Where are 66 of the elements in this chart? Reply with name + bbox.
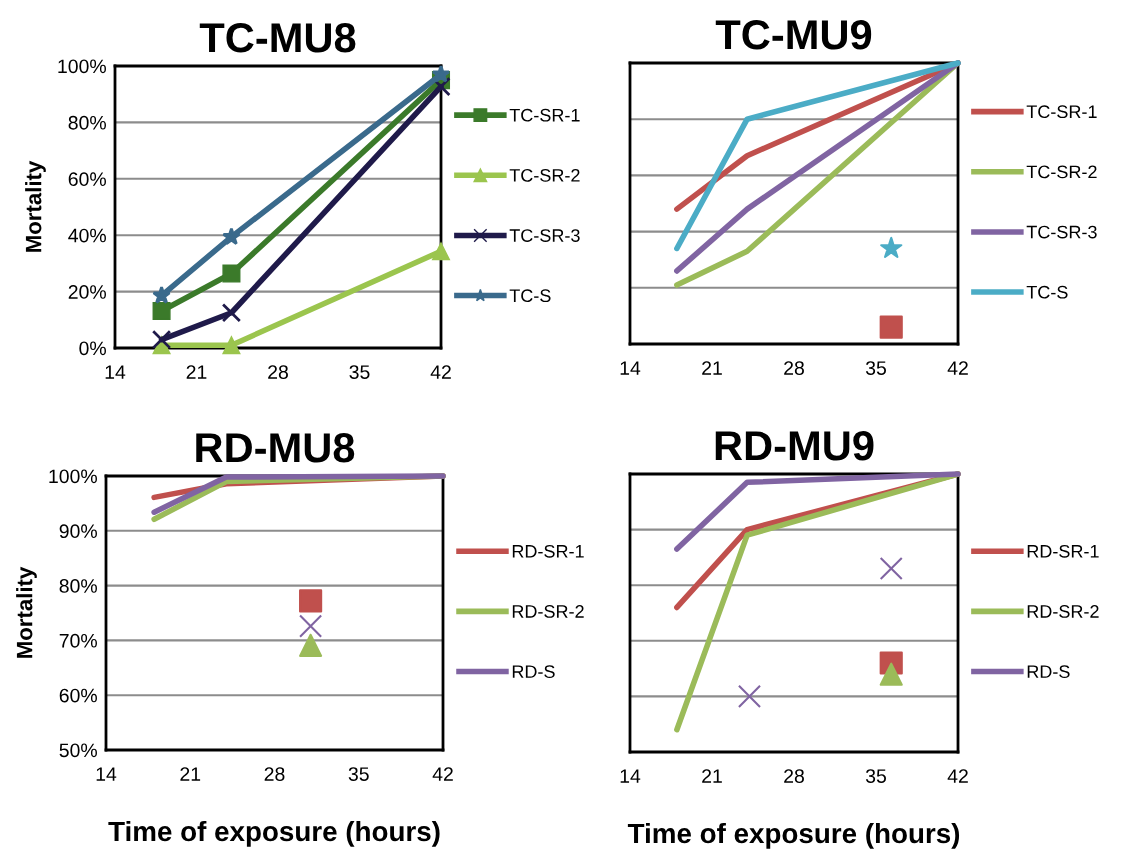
point [152, 302, 171, 321]
x-tick-label: 21 [180, 767, 201, 781]
point [222, 227, 241, 246]
legend-label: RD-SR-2 [512, 605, 584, 618]
y-tick-label: 20% [68, 285, 106, 299]
chart-title: RD-MU9 [715, 431, 874, 461]
legend-label: TC-SR-2 [1026, 165, 1097, 179]
y-tick-label: 100% [49, 469, 97, 484]
x-axis-title: Time of exposure (hours) [108, 820, 440, 847]
legend-label: TC-S [509, 289, 551, 303]
x-tick-label: 35 [865, 361, 886, 375]
point [431, 242, 451, 261]
x-tick-label: 28 [784, 769, 804, 783]
x-axis-title: Time of exposure (hours) [627, 822, 960, 849]
x-tick-label: 42 [947, 769, 968, 783]
legend-label: RD-SR-1 [512, 544, 584, 558]
legend-label: TC-SR-2 [509, 168, 580, 182]
x-tick-label: 35 [865, 769, 886, 783]
y-axis-title: Mortality [16, 566, 37, 658]
x-tick-label: 14 [620, 769, 641, 783]
y-tick-label: 80% [59, 579, 97, 593]
y-tick-label: 50% [59, 743, 97, 758]
point [152, 285, 171, 304]
point [431, 64, 451, 83]
chart-title: TC-MU9 [715, 20, 872, 50]
x-tick-label: 42 [432, 767, 453, 781]
y-tick-label: 100% [58, 59, 106, 74]
x-tick-label: 42 [430, 365, 451, 379]
x-tick-label: 28 [268, 365, 288, 379]
x-tick-label: 21 [186, 365, 207, 379]
x-tick-label: 21 [702, 361, 722, 375]
y-tick-label: 90% [59, 524, 97, 539]
legend-label: TC-SR-1 [1026, 105, 1097, 119]
chart-title: TC-MU8 [199, 23, 356, 53]
x-tick-label: 14 [105, 365, 126, 379]
legend-label: RD-S [512, 665, 555, 679]
legend-label: TC-SR-3 [509, 229, 580, 242]
y-tick-label: 40% [68, 228, 106, 243]
y-axis-title: Mortality [25, 160, 46, 252]
x-tick-label: 14 [96, 767, 117, 781]
point [737, 684, 762, 708]
x-tick-label: 42 [947, 361, 968, 375]
x-tick-label: 14 [620, 361, 641, 375]
y-tick-label: 80% [68, 115, 106, 130]
point [151, 329, 172, 350]
legend-label: TC-SR-3 [1026, 225, 1097, 239]
point [221, 303, 242, 323]
x-tick-label: 21 [702, 769, 722, 783]
legend-label: RD-SR-1 [1027, 544, 1099, 558]
legend-label: TC-S [1026, 285, 1068, 299]
legend-label: TC-SR-1 [509, 108, 580, 122]
point [879, 662, 903, 686]
y-tick-label: 60% [59, 688, 97, 703]
chart-title: RD-MU8 [196, 433, 355, 463]
legend-label: RD-SR-2 [1027, 605, 1099, 618]
y-tick-label: 0% [79, 341, 106, 356]
x-tick-label: 28 [784, 361, 804, 375]
x-tick-label: 28 [264, 767, 285, 781]
x-tick-label: 35 [348, 767, 369, 781]
point [222, 264, 241, 283]
point [222, 336, 241, 355]
y-tick-label: 70% [59, 633, 97, 648]
legend-label: RD-S [1027, 665, 1070, 679]
x-tick-label: 35 [349, 365, 370, 379]
point [879, 556, 903, 581]
y-tick-label: 60% [68, 172, 106, 187]
